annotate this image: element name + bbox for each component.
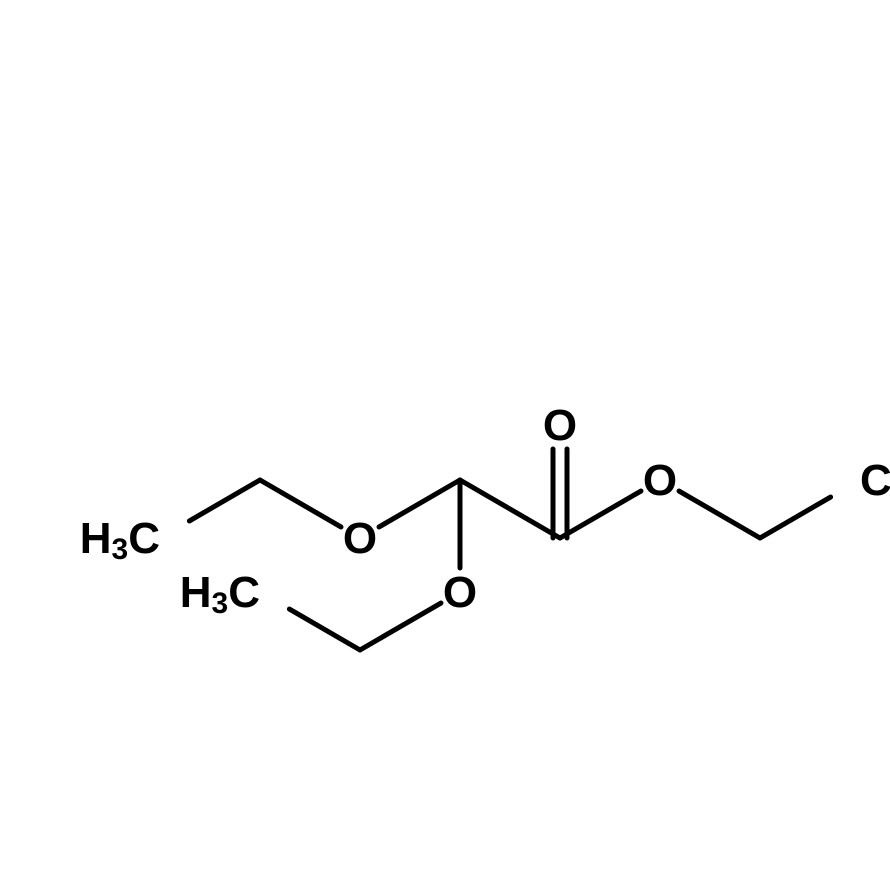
- bond: [260, 480, 341, 527]
- atom-label: O: [443, 568, 477, 617]
- bond: [289, 609, 360, 650]
- bond: [379, 480, 460, 527]
- atom-label: O: [643, 456, 677, 505]
- atom-label: H3C: [80, 514, 160, 566]
- bond: [460, 480, 560, 538]
- atom-label: H3C: [180, 568, 260, 620]
- atom-label: O: [543, 401, 577, 450]
- bond: [560, 491, 641, 538]
- atom-label: CH3: [860, 456, 890, 508]
- atom-label: O: [343, 514, 377, 563]
- bond: [189, 480, 260, 521]
- bond: [760, 497, 831, 538]
- molecule-diagram: H3C O O O CH3 O H3C: [0, 0, 890, 890]
- bond: [360, 603, 441, 650]
- bond: [679, 491, 760, 538]
